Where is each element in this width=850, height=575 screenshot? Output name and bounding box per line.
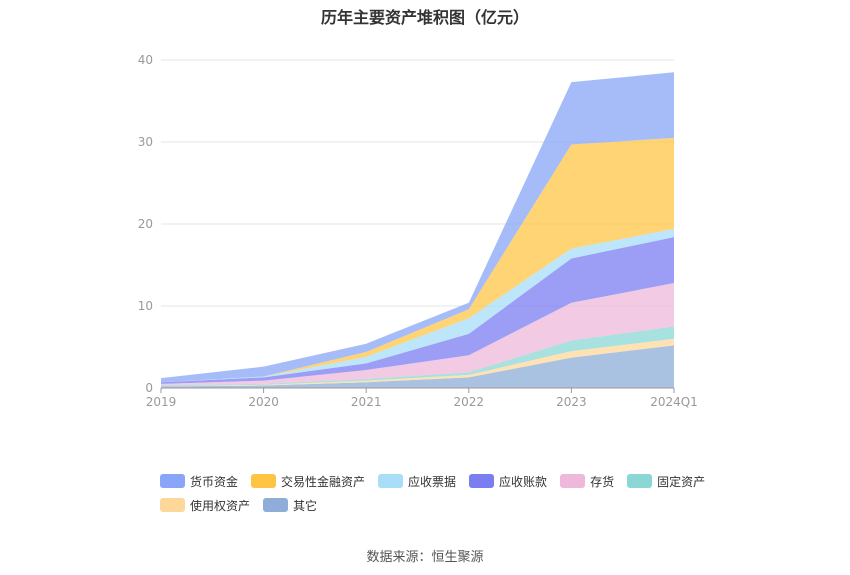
legend-label: 交易性金融资产 (281, 474, 366, 489)
y-tick-label: 0 (145, 381, 153, 395)
stacked-area-chart: 0 10 20 30 40 2019 2020 2021 2022 2023 2024Q1 (138, 53, 698, 409)
data-source: 数据来源：恒生聚源 (366, 550, 484, 565)
legend-swatch (263, 498, 289, 512)
legend-label: 货币资金 (190, 474, 239, 489)
x-tick-label: 2021 (351, 395, 382, 409)
legend-item-货币资金[interactable]: 货币资金 (160, 472, 238, 490)
legend-item-应收票据[interactable]: 应收票据 (378, 472, 456, 490)
area-series-应收账款[interactable] (161, 237, 674, 384)
legend-swatch (160, 498, 185, 512)
area-series-货币资金[interactable] (161, 72, 674, 383)
legend-label: 其它 (293, 498, 318, 513)
legend-swatch (251, 474, 277, 488)
axis-layer: 0 10 20 30 40 2019 2020 2021 2022 2023 2024Q1 (138, 53, 698, 409)
y-tick-label: 10 (138, 299, 153, 313)
x-tick-label: 2022 (454, 395, 485, 409)
legend-item-存货[interactable]: 存货 (560, 472, 614, 490)
x-tick-label: 2019 (146, 395, 177, 409)
legend-item-其它[interactable]: 其它 (263, 496, 317, 514)
legend-label: 固定资产 (657, 474, 706, 489)
legend-item-使用权资产[interactable]: 使用权资产 (160, 496, 250, 514)
area-series-其它[interactable] (161, 345, 674, 388)
area-series-交易性金融资产[interactable] (161, 137, 674, 383)
legend-swatch (560, 474, 586, 488)
legend-label: 应收账款 (499, 474, 548, 489)
legend-swatch (627, 474, 653, 488)
legend-label: 存货 (590, 474, 615, 489)
legend-item-交易性金融资产[interactable]: 交易性金融资产 (251, 472, 365, 490)
legend: 货币资金 交易性金融资产 应收票据 应收账款 存货 固定资产使用权资产 其它 (160, 472, 720, 514)
x-tick-label: 2024Q1 (650, 395, 698, 409)
x-tick-label: 2020 (248, 395, 279, 409)
x-tick-label: 2023 (556, 395, 587, 409)
legend-label: 使用权资产 (190, 498, 251, 513)
y-tick-label: 30 (138, 135, 153, 149)
area-series-存货[interactable] (161, 283, 674, 386)
area-layer (161, 72, 674, 388)
area-series-应收票据[interactable] (161, 228, 674, 383)
legend-swatch (378, 474, 404, 488)
y-tick-label: 20 (138, 217, 153, 231)
y-tick-label: 40 (138, 53, 153, 67)
legend-swatch (469, 474, 495, 488)
legend-swatch (160, 474, 185, 488)
legend-item-应收账款[interactable]: 应收账款 (469, 472, 547, 490)
chart-title: 历年主要资产堆积图（亿元） (320, 8, 529, 27)
legend-item-固定资产[interactable]: 固定资产 (627, 472, 705, 490)
legend-label: 应收票据 (408, 474, 457, 489)
